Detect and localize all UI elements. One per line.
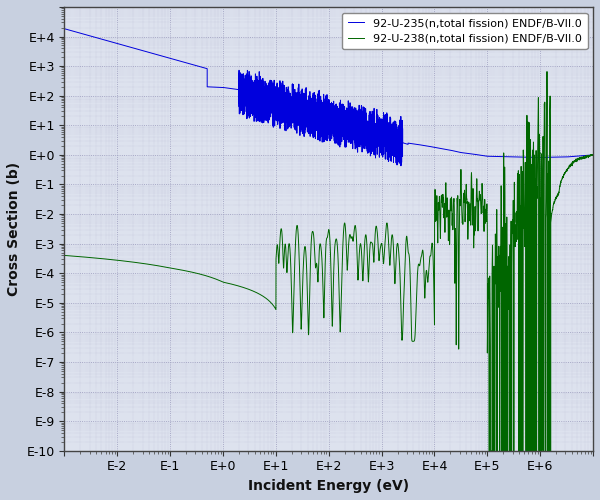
X-axis label: Incident Energy (eV): Incident Energy (eV) xyxy=(248,479,409,493)
92-U-235(n,total fission) ENDF/B-VII.0 xyxy=(336,114,343,119)
92-U-235(n,total fission) ENDF/B-VII.0 xyxy=(473,152,481,158)
92-U-238(n,total fission) ENDF/B-VII.0 xyxy=(61,252,68,258)
92-U-238(n,total fission) ENDF/B-VII.0 xyxy=(523,199,530,205)
92-U-235(n,total fission) ENDF/B-VII.0 xyxy=(276,100,283,105)
Line: 92-U-235(n,total fission) ENDF/B-VII.0: 92-U-235(n,total fission) ENDF/B-VII.0 xyxy=(64,28,593,166)
Y-axis label: Cross Section (b): Cross Section (b) xyxy=(7,162,21,296)
92-U-238(n,total fission) ENDF/B-VII.0 xyxy=(485,448,493,454)
92-U-238(n,total fission) ENDF/B-VII.0 xyxy=(544,68,551,74)
92-U-235(n,total fission) ENDF/B-VII.0 xyxy=(397,163,404,169)
92-U-238(n,total fission) ENDF/B-VII.0 xyxy=(589,152,596,158)
92-U-235(n,total fission) ENDF/B-VII.0 xyxy=(380,134,388,140)
92-U-235(n,total fission) ENDF/B-VII.0 xyxy=(369,112,376,118)
92-U-238(n,total fission) ENDF/B-VII.0 xyxy=(352,223,359,229)
Legend: 92-U-235(n,total fission) ENDF/B-VII.0, 92-U-238(n,total fission) ENDF/B-VII.0: 92-U-235(n,total fission) ENDF/B-VII.0, … xyxy=(342,12,587,49)
92-U-238(n,total fission) ENDF/B-VII.0 xyxy=(493,448,500,454)
92-U-238(n,total fission) ENDF/B-VII.0 xyxy=(412,324,419,330)
92-U-238(n,total fission) ENDF/B-VII.0 xyxy=(112,257,119,263)
92-U-235(n,total fission) ENDF/B-VII.0 xyxy=(61,26,68,32)
92-U-235(n,total fission) ENDF/B-VII.0 xyxy=(284,104,292,110)
92-U-235(n,total fission) ENDF/B-VII.0 xyxy=(589,152,596,158)
Line: 92-U-238(n,total fission) ENDF/B-VII.0: 92-U-238(n,total fission) ENDF/B-VII.0 xyxy=(64,72,593,451)
92-U-238(n,total fission) ENDF/B-VII.0 xyxy=(532,448,539,454)
